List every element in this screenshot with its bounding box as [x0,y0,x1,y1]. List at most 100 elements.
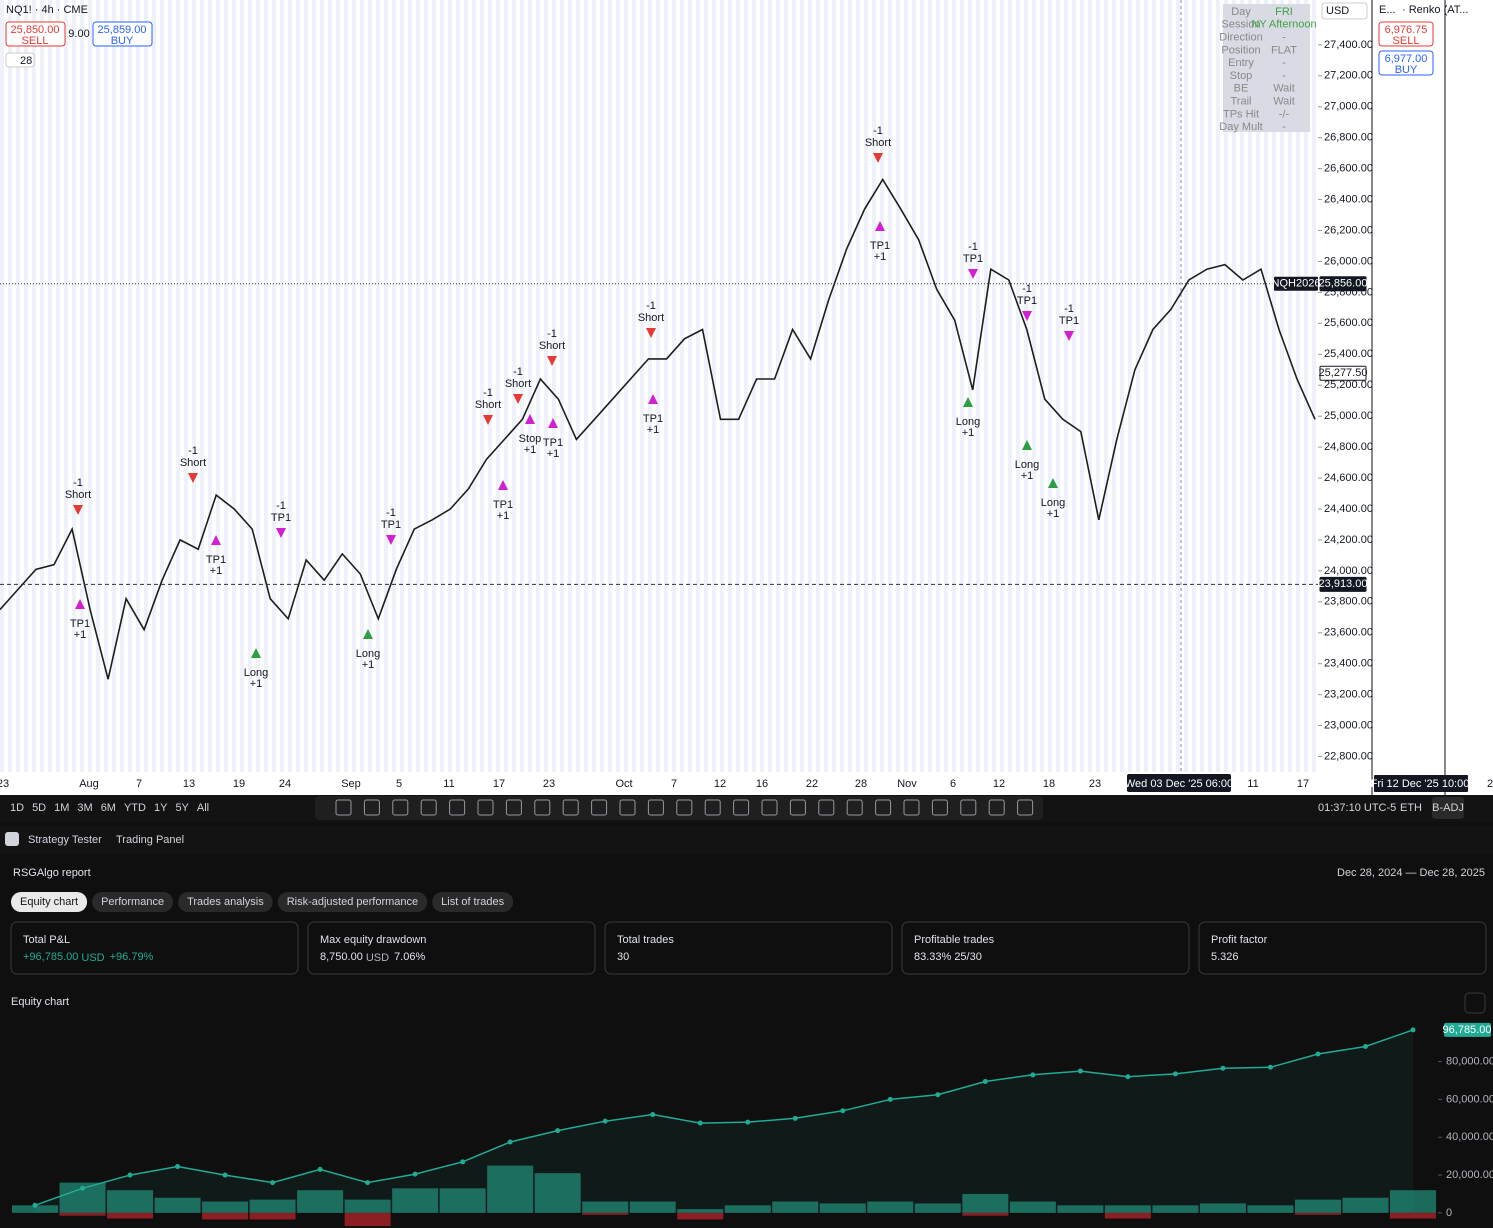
y-tick-label: 22,800.00 [1324,750,1373,762]
signal-marker [483,415,493,425]
equity-point [460,1159,466,1165]
range-button[interactable]: 3M [77,802,92,814]
info-value: Wait [1273,83,1295,95]
equity-point [935,1092,941,1098]
tool-icon [392,799,409,816]
equity-point [175,1164,181,1170]
range-button[interactable]: 6M [101,802,116,814]
currency-box [1321,2,1368,20]
y-tick-label: 26,200.00 [1324,224,1373,236]
subtab-label[interactable]: List of trades [441,896,504,908]
run-up-bar [1390,1190,1436,1213]
subtab[interactable] [432,892,514,912]
equity-area [35,1029,1413,1213]
run-up-bar [1152,1205,1199,1213]
y-tick-label: 40,000.00 [1446,1131,1493,1143]
run-up-bar [1294,1199,1341,1213]
signal-marker [525,414,535,424]
range-button[interactable]: 5D [32,802,46,814]
tool-icon [931,799,948,816]
symbol-badge [1274,276,1318,291]
tab[interactable]: Strategy Tester [28,834,102,846]
subtab-label[interactable]: Performance [101,896,164,908]
signal-qty: +1 [524,444,537,456]
range-button[interactable]: All [197,802,209,814]
tool-icon [676,799,693,816]
tool-icon [363,799,380,816]
info-table [1223,4,1310,132]
subtab[interactable] [277,892,428,912]
metric-value: +96,785.00 [23,951,78,963]
tool-icon [534,799,551,816]
side-buy-label: BUY [1395,64,1418,76]
x-tick-label: Oct [615,778,632,790]
subtab[interactable] [92,892,174,912]
side-symbol: E... [1379,4,1396,16]
equity-point [745,1119,751,1125]
tool-icon [818,799,835,816]
signal-label: Short [505,378,531,390]
x-tick-label: 17 [1297,778,1309,790]
side-sell-price[interactable]: 6,976.75 [1385,24,1428,36]
signal-marker [75,599,85,609]
range-button[interactable]: 5Y [175,802,189,814]
price-badge [1319,365,1367,381]
adjust[interactable]: B-ADJ [1432,802,1464,814]
info-value: - [1282,57,1286,69]
x-tick-label: 18 [1043,778,1055,790]
range-button[interactable]: 1Y [154,802,168,814]
equity-point [1030,1072,1036,1078]
signal-marker [875,221,885,231]
equity-point [412,1171,418,1177]
subtab-label[interactable]: Equity chart [20,896,78,908]
signal-qty: -1 [483,387,493,399]
tool-icon [449,799,466,816]
metric-title: Profitable trades [914,934,995,946]
date-range[interactable]: Dec 28, 2024 — Dec 28, 2025 [1337,867,1485,879]
info-key: Stop [1230,70,1253,82]
run-up-bar [1009,1201,1056,1213]
clock: 01:37:10 UTC-5 [1318,802,1396,814]
side-buy [1378,50,1434,76]
range-button[interactable]: YTD [124,802,146,814]
range-button[interactable]: 1M [54,802,69,814]
tool-icon [591,799,608,816]
price-label: 23,913.00 [1319,578,1368,590]
signal-marker [276,528,286,538]
side-sell-label: SELL [1393,35,1420,47]
tab[interactable]: Trading Panel [116,834,184,846]
sell-price[interactable]: 25,850.00 [11,24,60,36]
price-label: 25,277.50 [1319,367,1368,379]
x-tick-label: 13 [183,778,195,790]
spread: 9.00 [68,28,89,40]
signal-label: Long [356,648,380,660]
buy-price[interactable]: 25,859.00 [98,24,147,36]
session[interactable]: ETH [1400,802,1422,814]
signal-qty: +1 [210,565,223,577]
signal-marker [1064,331,1074,341]
side-time: Fri 12 Dec '25 10:00 [1371,778,1470,790]
last-value-badge [1444,1022,1491,1037]
signal-label: TP1 [381,519,401,531]
range-button[interactable]: 1D [10,802,24,814]
equity-point [127,1172,133,1178]
equity-point [1267,1064,1273,1070]
signal-qty: -1 [513,366,523,378]
subtab[interactable] [178,892,273,912]
price-label: 25,856.00 [1319,278,1368,290]
signal-qty: +1 [250,678,263,690]
subtab-label[interactable]: Trades analysis [187,896,264,908]
y-tick-label: 24,400.00 [1324,503,1373,515]
subtab-label[interactable]: Risk-adjusted performance [287,896,418,908]
adjust-box [1432,797,1464,819]
bar-count: 28 [20,55,32,67]
run-up-bar [582,1201,629,1213]
side-buy-price[interactable]: 6,977.00 [1385,53,1428,65]
equity-point [1125,1074,1131,1080]
y-tick-label: 24,600.00 [1324,472,1373,484]
subtab[interactable] [11,892,88,912]
signal-qty: +1 [497,510,510,522]
y-tick-label: 23,600.00 [1324,627,1373,639]
equity-point [1220,1065,1226,1071]
tool-icon [903,799,920,816]
